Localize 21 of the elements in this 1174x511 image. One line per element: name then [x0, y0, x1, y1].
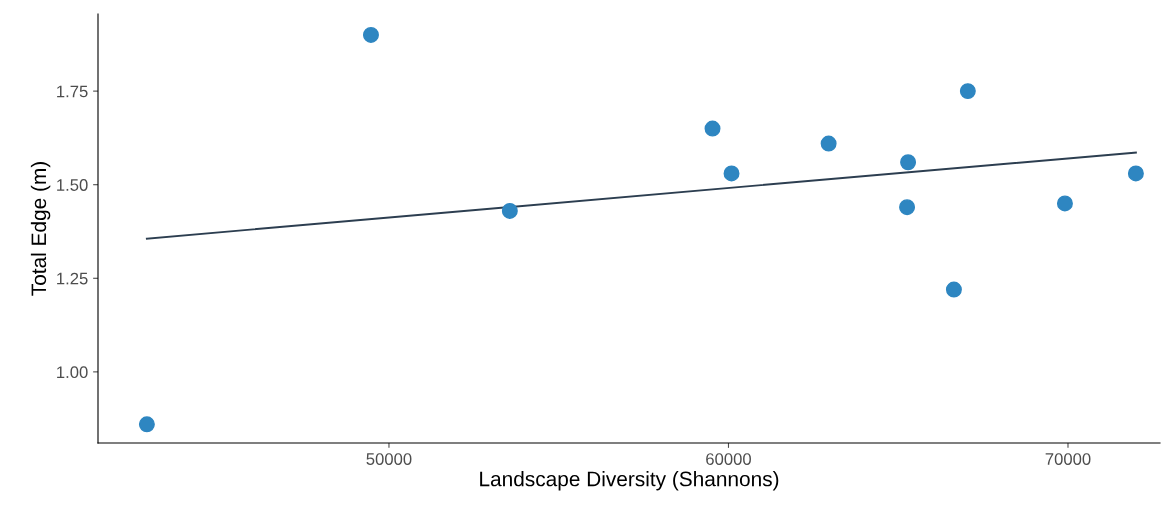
point — [138, 416, 155, 433]
point — [899, 199, 916, 216]
point — [945, 281, 962, 298]
x-tick-label: 50000 — [366, 453, 412, 465]
x-axis-title: Landscape Diversity (Shannons) — [480, 471, 779, 491]
point — [501, 202, 518, 219]
point — [900, 154, 917, 171]
y-axis-title: Total Edge (m) — [30, 162, 51, 296]
point — [723, 165, 740, 182]
point — [820, 135, 837, 152]
point — [1056, 195, 1073, 212]
x-tick-label: 70000 — [1045, 453, 1091, 465]
point — [704, 120, 721, 137]
point — [959, 83, 976, 100]
y-tick-label: 1.00 — [57, 366, 88, 379]
point — [362, 26, 379, 43]
point — [1127, 165, 1144, 182]
y-tick-label: 1.75 — [57, 85, 88, 98]
x-tick-label: 60000 — [706, 453, 751, 465]
y-tick-label: 1.25 — [57, 272, 88, 285]
y-tick-label: 1.50 — [57, 179, 88, 191]
